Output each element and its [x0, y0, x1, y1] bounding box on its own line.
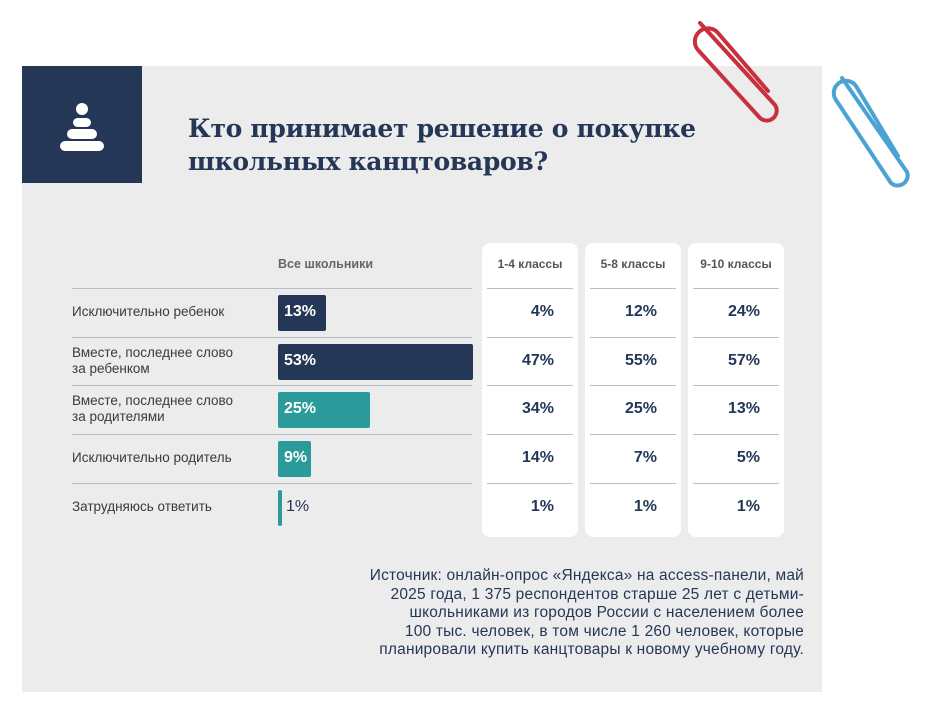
column-header: 1-4 классы: [497, 257, 563, 271]
paperclip-blue: [831, 76, 910, 188]
cell-value: 1%: [633, 497, 657, 515]
cell-value: 13%: [727, 399, 760, 417]
row-label: Вместе, последнее слово за ребенком: [72, 345, 233, 377]
grade-card: 9-10 классы 24% 57% 13% 5% 1%: [688, 243, 784, 537]
row-divider: [72, 288, 472, 289]
row-label-line: за ребенком: [72, 360, 150, 376]
bar: [278, 391, 370, 428]
row-divider: [693, 434, 779, 435]
bar: [278, 489, 282, 526]
row-label-line: Исключительно ребенок: [72, 303, 225, 319]
source-line: 2025 года, 1 375 респондентов старше 25 …: [390, 585, 804, 603]
row-divider: [487, 288, 573, 289]
row-divider: [693, 385, 779, 386]
row-label: Затрудняюсь ответить: [72, 499, 212, 515]
row-divider: [72, 385, 472, 386]
cell-value: 12%: [624, 302, 657, 320]
row-label: Вместе, последнее слово за родителями: [72, 393, 233, 425]
bar: [278, 294, 326, 331]
row-label-line: Вместе, последнее слово: [72, 392, 234, 408]
row-label-line: Исключительно родитель: [72, 449, 232, 465]
bar-value-label: 1%: [286, 497, 310, 515]
source-line: школьниками из городов России с населени…: [409, 604, 804, 621]
column-header: 5-8 классы: [600, 257, 666, 271]
cell-value: 4%: [530, 302, 554, 320]
bar: [278, 343, 474, 380]
bar-value-label: 25%: [284, 399, 317, 417]
row-divider: [72, 434, 472, 435]
paperclip-red: [692, 21, 779, 123]
cell-value: 7%: [633, 448, 657, 466]
cell-value: 34%: [521, 399, 554, 417]
cell-value: 1%: [736, 497, 760, 515]
row-divider: [590, 337, 676, 338]
row-label: Исключительно родитель: [72, 450, 232, 466]
page-title: Кто принимает решение о покупке школьных…: [188, 114, 696, 176]
row-divider: [590, 385, 676, 386]
bar: [278, 440, 312, 477]
grade-card: 1-4 классы 4% 47% 34% 14% 1%: [482, 243, 578, 537]
cell-value: 1%: [530, 497, 554, 515]
source-line: планировали купить канцтовары к новому у…: [379, 641, 804, 658]
row-divider: [72, 337, 472, 338]
row-divider: [487, 434, 573, 435]
row-divider: [487, 337, 573, 338]
row-label-line: за родителями: [72, 408, 165, 424]
source-line: 100 тыс. человек, в том числе 1 260 чело…: [404, 622, 804, 640]
cell-value: 24%: [727, 302, 760, 320]
row-divider: [590, 434, 676, 435]
cell-value: 5%: [736, 448, 760, 466]
cell-value: 14%: [521, 448, 554, 466]
row-label-line: Вместе, последнее слово: [72, 344, 234, 360]
logo-block: [22, 66, 142, 183]
bar-value-label: 9%: [284, 448, 308, 466]
source-line: Источник: онлайн-опрос «Яндекса» на acce…: [369, 567, 804, 584]
row-divider: [693, 483, 779, 484]
cell-value: 25%: [624, 399, 657, 417]
row-divider: [693, 288, 779, 289]
row-label: Исключительно ребенок: [72, 304, 224, 320]
row-divider: [487, 385, 573, 386]
cell-value: 47%: [521, 351, 554, 369]
row-divider: [693, 337, 779, 338]
row-divider: [590, 288, 676, 289]
column-header: 9-10 классы: [700, 257, 772, 271]
row-divider: [487, 483, 573, 484]
bar-value-label: 13%: [284, 302, 317, 320]
bar-value-label: 53%: [284, 351, 317, 369]
pyramid-toy-icon: [60, 103, 104, 151]
row-divider: [72, 483, 472, 484]
cell-value: 55%: [624, 351, 657, 369]
row-divider: [590, 483, 676, 484]
source-note: Источник: онлайн-опрос «Яндекса» на acce…: [370, 567, 804, 660]
grade-card: 5-8 классы 12% 55% 25% 7% 1%: [585, 243, 681, 537]
cell-value: 57%: [727, 351, 760, 369]
row-label-line: Затрудняюсь ответить: [72, 498, 212, 514]
column-header-all: Все школьники: [278, 257, 374, 271]
